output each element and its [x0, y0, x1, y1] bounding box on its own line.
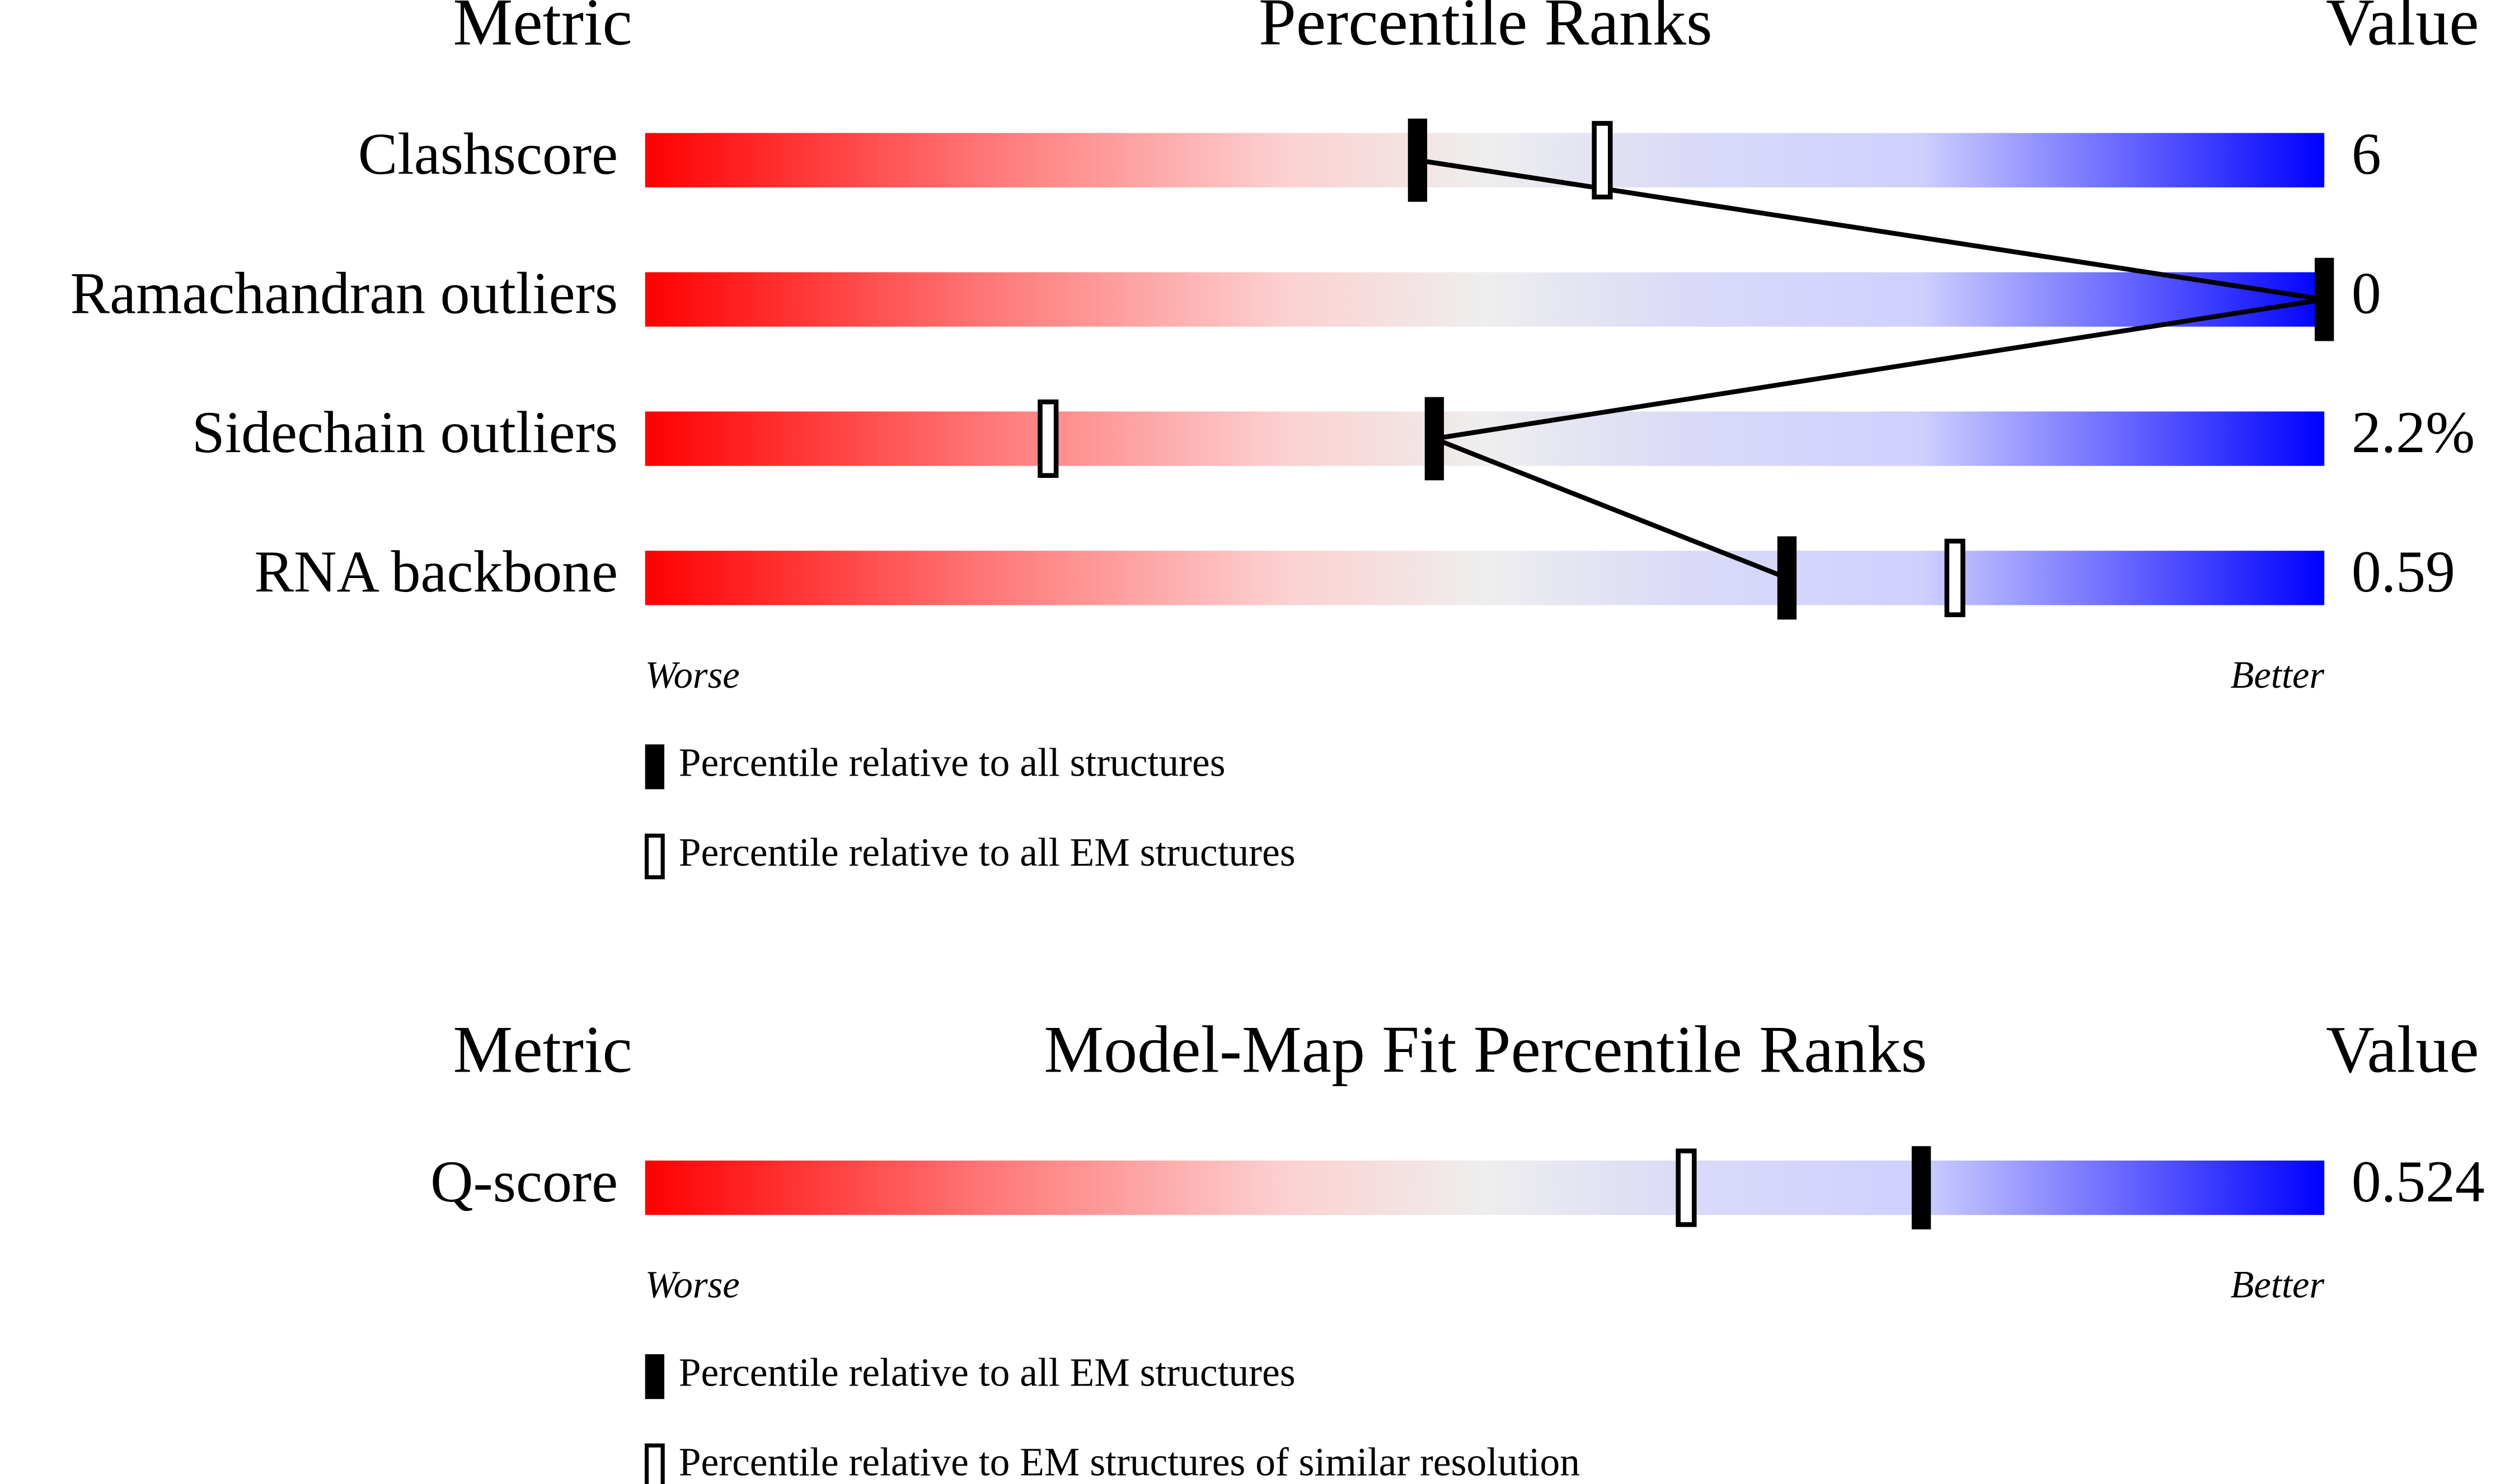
slider-bar [645, 1160, 2325, 1215]
value-header: Value [2326, 1012, 2479, 1087]
chart-title: Percentile Ranks [1259, 0, 1713, 59]
metric-label: RNA backbone [255, 539, 618, 604]
percentile-marker [1911, 1146, 1931, 1229]
legend-label: Percentile relative to all EM structures [679, 830, 1296, 875]
metric-value: 0.524 [2352, 1149, 2485, 1214]
legend-label: Percentile relative to all structures [679, 741, 1226, 785]
percentile-marker [1408, 118, 1428, 202]
value-header: Value [2326, 0, 2479, 59]
percentile-marker-open [1676, 1148, 1697, 1227]
connector-line [1417, 158, 2325, 580]
legend-swatch [645, 744, 665, 790]
legend-label: Percentile relative to EM structures of … [679, 1440, 1580, 1484]
slider-bar [645, 272, 2325, 327]
worse-label: Worse [645, 654, 740, 696]
worse-label: Worse [645, 1264, 740, 1306]
metric-label: Sidechain outliers [192, 400, 618, 465]
percentile-marker-open [1038, 399, 1059, 478]
legend-swatch [644, 1443, 665, 1484]
chart-title: Model-Map Fit Percentile Ranks [1044, 1012, 1927, 1087]
slider-bar [645, 551, 2325, 605]
metric-label: Clashscore [358, 121, 618, 187]
metric-label: Ramachandran outliers [71, 260, 618, 326]
better-label: Better [2231, 654, 2325, 696]
metric-value: 0 [2352, 260, 2381, 326]
legend-swatch [644, 833, 665, 880]
percentile-marker [1424, 397, 1444, 481]
metric-header: Metric [453, 1012, 632, 1087]
better-label: Better [2231, 1264, 2325, 1306]
legend-swatch [645, 1354, 665, 1400]
percentile-marker [1777, 536, 1797, 620]
metric-value: 2.2% [2352, 400, 2475, 465]
metric-value: 6 [2352, 121, 2381, 187]
metric-label: Q-score [430, 1149, 618, 1214]
percentile-marker-open [1592, 121, 1613, 200]
percentile-marker [2315, 257, 2334, 341]
slider-bar [645, 133, 2325, 187]
percentile-marker-open [1944, 538, 1965, 617]
legend-label: Percentile relative to all EM structures [679, 1351, 1296, 1395]
metric-value: 0.59 [2352, 539, 2455, 604]
metric-header: Metric [453, 0, 632, 59]
